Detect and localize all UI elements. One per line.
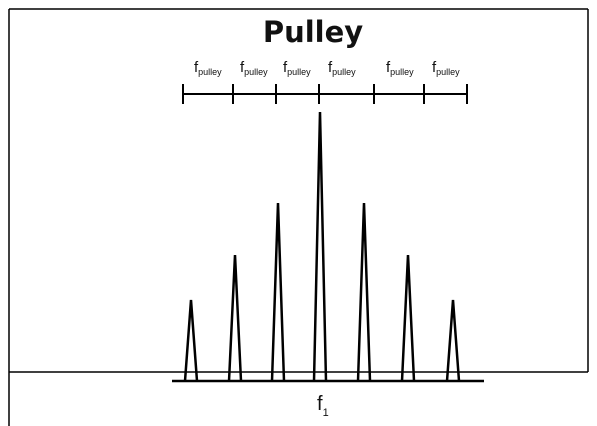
spacing-label-sub: pulley (390, 67, 414, 77)
peak (227, 254, 243, 382)
spacing-label-sub: pulley (198, 67, 222, 77)
spacing-label-main: f (240, 59, 245, 76)
spacing-labels: fpulley fpulley fpulley fpulley fpulley fpull… (194, 59, 460, 77)
spacing-label-sub: pulley (287, 67, 311, 77)
scale-bar (182, 84, 468, 104)
spacing-label-main: f (328, 59, 333, 76)
peak (445, 299, 461, 382)
peak (270, 202, 286, 382)
spacing-label: fpulley (283, 59, 311, 77)
spectrum (172, 111, 484, 383)
spacing-label-main: f (283, 59, 288, 76)
center-label-main: f (317, 393, 323, 415)
peak (400, 254, 416, 382)
spacing-label: fpulley (240, 59, 268, 77)
center-label-sub: 1 (323, 407, 329, 419)
spacing-label-main: f (432, 59, 437, 76)
spacing-label-sub: pulley (244, 67, 268, 77)
frame (8, 8, 589, 426)
peak (312, 111, 328, 382)
center-label: f1 (317, 393, 329, 419)
spacing-label: fpulley (386, 59, 414, 77)
spacing-label: fpulley (194, 59, 222, 77)
peak (183, 299, 199, 382)
spacing-label-sub: pulley (332, 67, 356, 77)
spacing-label: fpulley (432, 59, 460, 77)
peak (356, 202, 372, 382)
spacing-label: fpulley (328, 59, 356, 77)
spacing-label-sub: pulley (436, 67, 460, 77)
spacing-label-main: f (194, 59, 199, 76)
title: Pulley (263, 15, 363, 49)
spacing-label-main: f (386, 59, 391, 76)
